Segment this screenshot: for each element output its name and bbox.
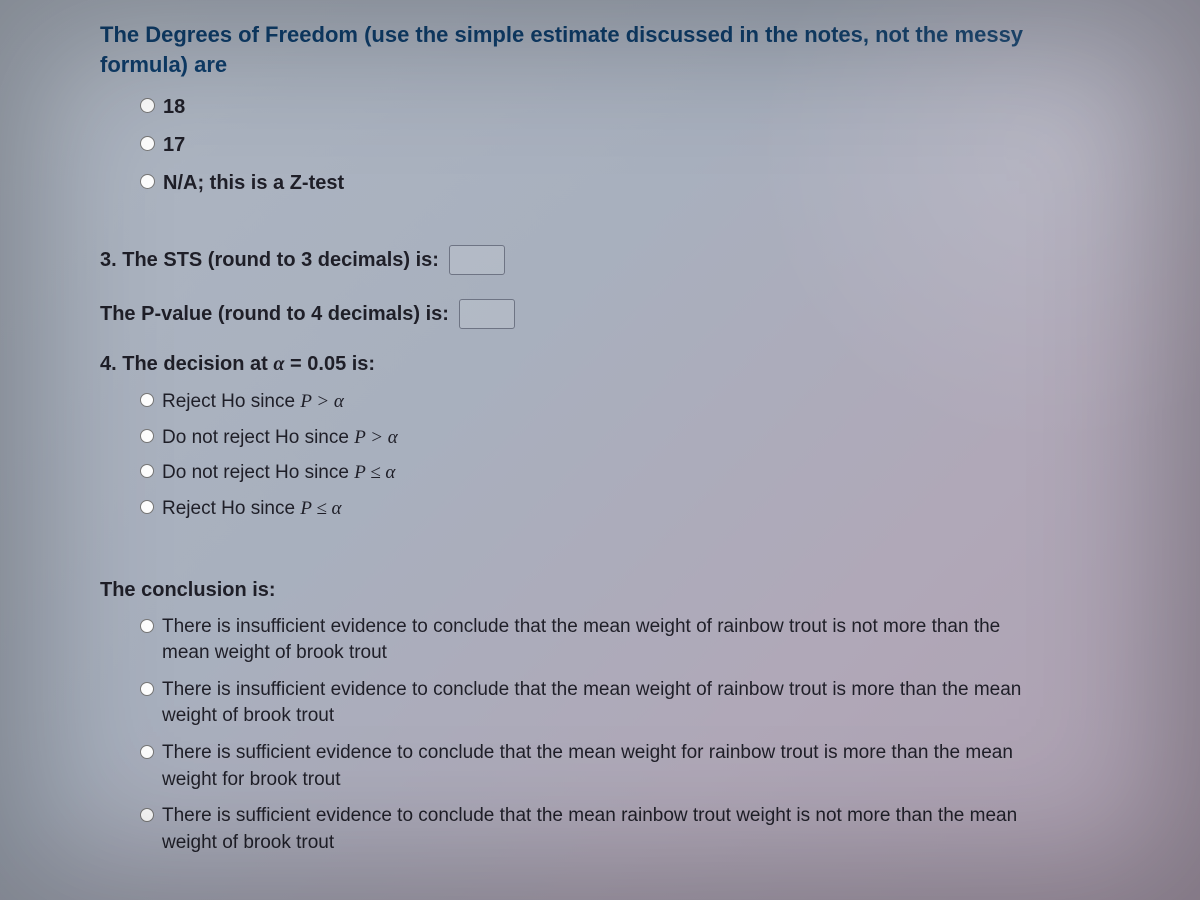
conclusion-option-list: There is insufficient evidence to conclu… — [100, 614, 1110, 857]
decision-option-pre: Reject Ho since — [162, 498, 300, 519]
decision-radio[interactable] — [140, 500, 154, 514]
dof-radio[interactable] — [140, 174, 155, 189]
decision-heading-eq: = 0.05 is: — [284, 353, 375, 375]
decision-option-label: Reject Ho since P ≤ α — [162, 495, 342, 523]
conclusion-option-label: There is insufficient evidence to conclu… — [162, 614, 1040, 667]
decision-radio[interactable] — [140, 393, 154, 407]
conclusion-option-label: There is insufficient evidence to conclu… — [162, 677, 1040, 730]
dof-option[interactable]: 17 — [140, 131, 1110, 159]
decision-option-math: P > α — [300, 391, 344, 412]
conclusion-option[interactable]: There is insufficient evidence to conclu… — [140, 677, 1040, 730]
conclusion-option[interactable]: There is sufficient evidence to conclude… — [140, 803, 1040, 856]
decision-radio[interactable] — [140, 429, 154, 443]
dof-radio[interactable] — [140, 98, 155, 113]
dof-option-label: 18 — [163, 93, 185, 121]
decision-option-pre: Do not reject Ho since — [162, 462, 354, 483]
pvalue-line: The P-value (round to 4 decimals) is: — [100, 299, 1110, 329]
decision-option-label: Do not reject Ho since P > α — [162, 424, 398, 452]
dof-option[interactable]: N/A; this is a Z-test — [140, 169, 1110, 197]
decision-option[interactable]: Reject Ho since P > α — [140, 388, 1110, 416]
conclusion-radio[interactable] — [140, 682, 154, 696]
decision-option-label: Reject Ho since P > α — [162, 388, 344, 416]
conclusion-radio[interactable] — [140, 808, 154, 822]
decision-option[interactable]: Reject Ho since P ≤ α — [140, 495, 1110, 523]
sts-input[interactable] — [449, 245, 505, 275]
decision-option-pre: Reject Ho since — [162, 391, 300, 412]
sts-line: 3. The STS (round to 3 decimals) is: — [100, 245, 1110, 275]
decision-option-math: P ≤ α — [300, 498, 341, 519]
conclusion-option-label: There is sufficient evidence to conclude… — [162, 803, 1040, 856]
conclusion-option[interactable]: There is insufficient evidence to conclu… — [140, 614, 1040, 667]
pvalue-input[interactable] — [459, 299, 515, 329]
pvalue-label: The P-value (round to 4 decimals) is: — [100, 303, 449, 326]
decision-option-list: Reject Ho since P > α Do not reject Ho s… — [100, 388, 1110, 522]
decision-option[interactable]: Do not reject Ho since P ≤ α — [140, 459, 1110, 487]
conclusion-option[interactable]: There is sufficient evidence to conclude… — [140, 740, 1040, 793]
decision-option-math: P > α — [354, 427, 398, 448]
dof-option[interactable]: 18 — [140, 93, 1110, 121]
dof-option-list: 18 17 N/A; this is a Z-test — [100, 93, 1110, 197]
decision-heading-prefix: 4. The decision at — [100, 353, 273, 375]
sts-label: 3. The STS (round to 3 decimals) is: — [100, 249, 439, 272]
decision-option-math: P ≤ α — [354, 462, 395, 483]
decision-option-label: Do not reject Ho since P ≤ α — [162, 459, 395, 487]
dof-radio[interactable] — [140, 136, 155, 151]
decision-option-pre: Do not reject Ho since — [162, 427, 354, 448]
decision-radio[interactable] — [140, 464, 154, 478]
dof-option-label: 17 — [163, 131, 185, 159]
alpha-symbol: α — [273, 353, 284, 375]
conclusion-radio[interactable] — [140, 745, 154, 759]
dof-heading: The Degrees of Freedom (use the simple e… — [100, 20, 1110, 79]
quiz-page: The Degrees of Freedom (use the simple e… — [0, 0, 1200, 886]
conclusion-radio[interactable] — [140, 619, 154, 633]
decision-option[interactable]: Do not reject Ho since P > α — [140, 424, 1110, 452]
decision-heading: 4. The decision at α = 0.05 is: — [100, 353, 1110, 376]
dof-option-label: N/A; this is a Z-test — [163, 169, 344, 197]
conclusion-heading: The conclusion is: — [100, 579, 1110, 602]
conclusion-option-label: There is sufficient evidence to conclude… — [162, 740, 1040, 793]
